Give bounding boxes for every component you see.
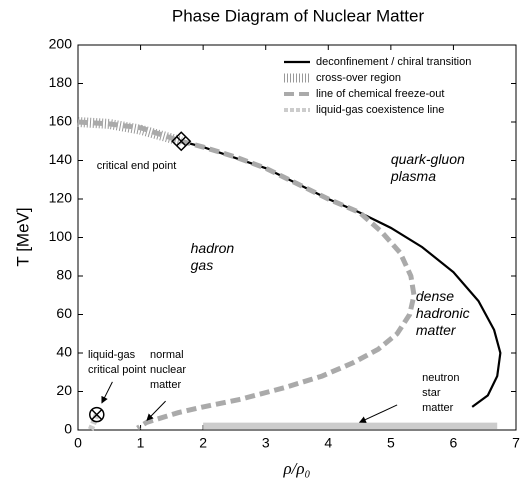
annotation: neutron — [422, 372, 459, 384]
chart-title: Phase Diagram of Nuclear Matter — [172, 6, 425, 25]
x-tick-label: 2 — [199, 435, 207, 451]
marker-cross — [91, 409, 103, 421]
marker-cross — [176, 136, 187, 147]
marker — [171, 131, 192, 152]
x-tick-label: 1 — [137, 435, 145, 451]
y-tick-label: 0 — [64, 421, 72, 437]
y-axis-label: T [MeV] — [13, 207, 32, 266]
annotation: critical point — [88, 364, 146, 376]
x-tick-label: 3 — [262, 435, 270, 451]
annotation-arrow — [358, 404, 398, 423]
annotation: nuclear — [150, 364, 186, 376]
series-line — [77, 119, 417, 431]
annotation: hadronic — [416, 305, 470, 321]
y-tick-label: 60 — [56, 305, 72, 321]
legend-label: cross-over region — [316, 72, 401, 84]
annotation: hadron — [191, 240, 235, 256]
y-tick-label: 40 — [56, 344, 72, 360]
annotation: dense — [416, 288, 454, 304]
annotation: quark-gluon — [391, 151, 465, 167]
y-tick-label: 180 — [49, 74, 73, 90]
y-tick-label: 100 — [49, 228, 73, 244]
annotation-arrow — [146, 400, 166, 421]
x-tick-label: 5 — [387, 435, 395, 451]
annotation: plasma — [390, 168, 436, 184]
y-tick-label: 140 — [49, 151, 73, 167]
y-tick-label: 120 — [49, 190, 73, 206]
legend-label: line of chemical freeze-out — [316, 88, 444, 100]
legend-label: liquid-gas coexistence line — [316, 104, 444, 116]
annotation: liquid-gas — [88, 349, 136, 361]
x-axis-label: ρ/ρ₀ — [283, 459, 311, 478]
legend-label: deconfinement / chiral transition — [316, 56, 471, 68]
y-tick-label: 20 — [56, 382, 72, 398]
annotation: matter — [150, 379, 182, 391]
annotation: critical end point — [97, 160, 176, 172]
x-tick-label: 0 — [74, 435, 82, 451]
x-tick-label: 4 — [324, 435, 332, 451]
annotation-arrow — [101, 381, 113, 404]
annotation: normal — [150, 349, 184, 361]
series-line — [87, 413, 100, 432]
marker — [89, 406, 105, 423]
annotation: star — [422, 387, 441, 399]
series-line — [180, 140, 502, 408]
y-tick-label: 80 — [56, 267, 72, 283]
annotation: gas — [191, 257, 214, 273]
annotation: matter — [416, 322, 457, 338]
x-tick-label: 6 — [450, 435, 458, 451]
y-tick-label: 200 — [49, 36, 73, 52]
annotation: matter — [422, 402, 454, 414]
x-tick-label: 7 — [512, 435, 520, 451]
y-tick-label: 160 — [49, 113, 73, 129]
